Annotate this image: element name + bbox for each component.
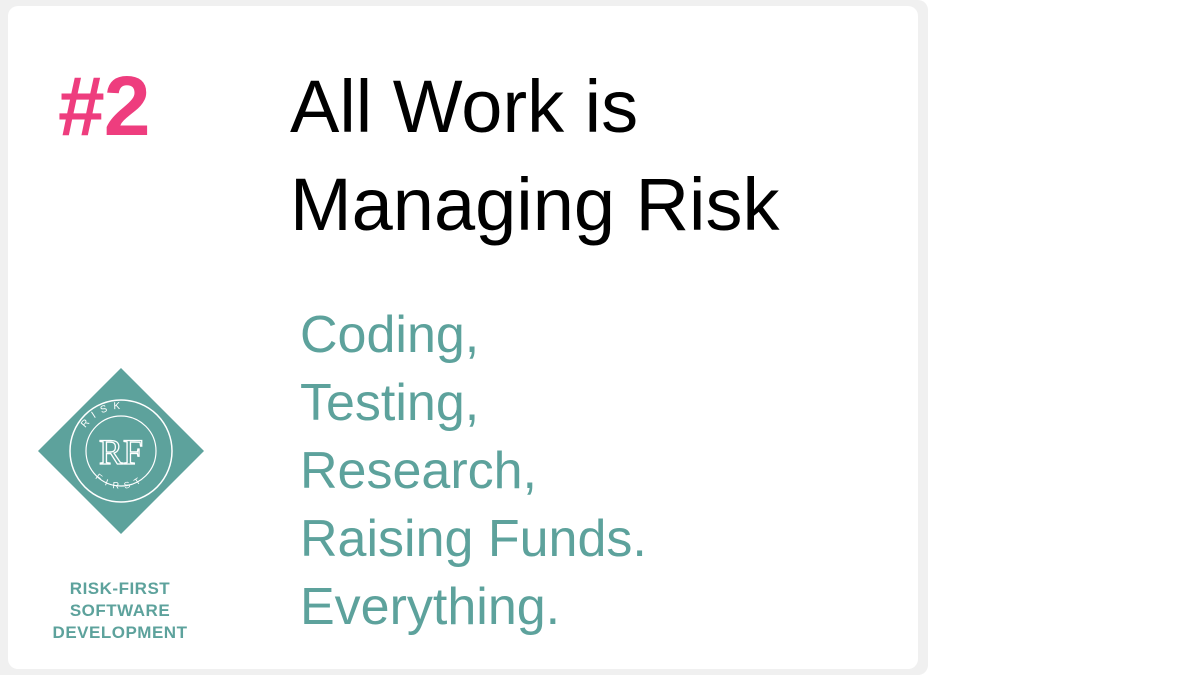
title-line-2: Managing Risk — [290, 163, 780, 246]
logo-diamond — [38, 368, 204, 534]
title-line-1: All Work is — [290, 65, 639, 148]
brand-line-2: SOFTWARE — [69, 601, 171, 620]
logo-monogram: RF — [99, 432, 143, 472]
list-item: Raising Funds. — [300, 510, 647, 568]
brand-name: RISK-FIRST SOFTWARE DEVELOPMENT — [22, 578, 218, 644]
logo-inner-ring — [85, 415, 157, 487]
list-item: Testing, — [300, 374, 480, 432]
risk-first-logo: RISK FIRST RF — [38, 368, 204, 534]
brand-line-1: RISK-FIRST — [69, 579, 171, 598]
slide-frame: #2 All Work is Managing Risk Coding, Tes… — [0, 0, 928, 675]
slide-number: #2 — [58, 59, 150, 153]
list-item: Research, — [300, 442, 537, 500]
list-item: Everything. — [300, 578, 561, 636]
work-list: Coding, Testing, Research, Raising Funds… — [300, 301, 647, 641]
list-item: Coding, — [300, 306, 480, 364]
brand-line-3: DEVELOPMENT — [52, 623, 188, 642]
slide-title: All Work is Managing Risk — [290, 58, 779, 254]
slide-card: #2 All Work is Managing Risk Coding, Tes… — [8, 6, 918, 669]
logo-ring — [69, 399, 173, 503]
